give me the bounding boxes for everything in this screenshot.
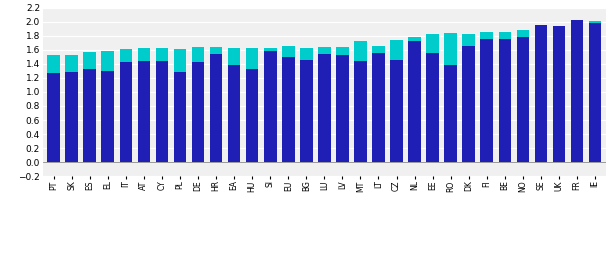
Bar xyxy=(408,37,421,41)
Bar xyxy=(210,54,222,162)
Bar xyxy=(570,20,583,162)
Bar xyxy=(264,51,277,162)
Bar xyxy=(47,73,60,162)
Bar xyxy=(119,49,132,62)
Bar xyxy=(138,48,150,61)
Bar xyxy=(300,48,313,60)
Bar xyxy=(65,72,78,162)
Bar xyxy=(408,41,421,162)
Bar xyxy=(354,41,367,61)
Bar xyxy=(499,39,511,162)
Bar xyxy=(427,53,439,162)
Bar xyxy=(390,60,403,162)
Bar xyxy=(444,65,457,162)
Bar xyxy=(300,60,313,162)
Bar xyxy=(174,71,186,162)
Bar xyxy=(499,32,511,39)
Bar xyxy=(83,69,96,162)
Bar xyxy=(119,62,132,162)
Bar xyxy=(282,46,294,57)
Bar xyxy=(318,47,330,54)
Bar xyxy=(174,49,186,71)
Bar xyxy=(65,55,78,72)
Bar xyxy=(210,47,222,54)
Bar xyxy=(517,30,529,37)
Bar xyxy=(228,48,241,65)
Bar xyxy=(336,55,349,162)
Bar xyxy=(246,69,258,162)
Bar xyxy=(480,32,493,39)
Legend: 2013, 2013-2060: 2013, 2013-2060 xyxy=(265,258,384,259)
Bar xyxy=(427,34,439,53)
Bar xyxy=(192,62,204,162)
Bar xyxy=(444,33,457,65)
Bar xyxy=(155,61,168,162)
Bar xyxy=(138,61,150,162)
Bar xyxy=(246,48,258,69)
Bar xyxy=(535,25,547,162)
Bar xyxy=(336,47,349,55)
Bar xyxy=(102,71,114,162)
Bar xyxy=(390,40,403,60)
Bar xyxy=(192,47,204,62)
Bar xyxy=(354,61,367,162)
Bar xyxy=(83,52,96,69)
Bar xyxy=(463,46,475,162)
Bar xyxy=(480,39,493,162)
Bar xyxy=(553,26,565,162)
Bar xyxy=(102,51,114,71)
Bar xyxy=(517,37,529,162)
Bar xyxy=(318,54,330,162)
Bar xyxy=(282,57,294,162)
Bar xyxy=(228,65,241,162)
Bar xyxy=(589,21,602,23)
Bar xyxy=(589,21,602,162)
Bar xyxy=(264,48,277,51)
Bar xyxy=(463,34,475,46)
Bar xyxy=(47,55,60,73)
Bar xyxy=(372,46,385,53)
Bar xyxy=(155,48,168,61)
Bar xyxy=(372,53,385,162)
